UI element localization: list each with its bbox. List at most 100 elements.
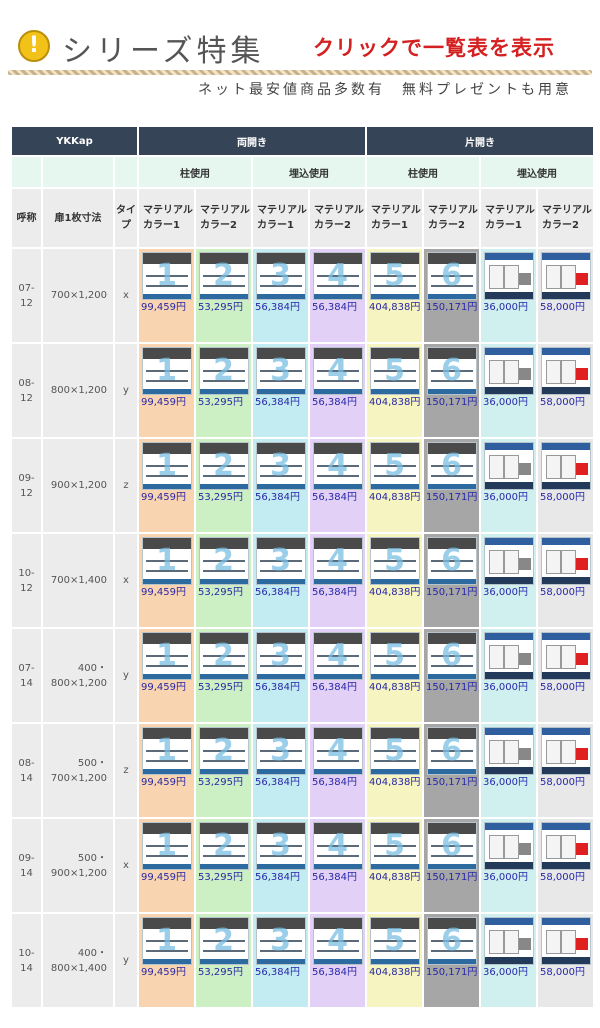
- product-thumbnail[interactable]: 6: [426, 252, 477, 300]
- product-thumbnail[interactable]: 1: [141, 727, 192, 775]
- gate-panel-icon: [545, 455, 561, 479]
- thumb-header-band: [541, 538, 590, 545]
- product-thumbnail[interactable]: 5: [369, 822, 420, 870]
- price-label: 404,838円: [369, 587, 421, 598]
- gate-thumbnail[interactable]: [483, 822, 534, 870]
- product-thumbnail[interactable]: 4: [312, 727, 363, 775]
- product-thumbnail[interactable]: 3: [255, 347, 306, 395]
- thumb-line: [316, 570, 359, 572]
- gate-thumbnail[interactable]: [483, 632, 534, 680]
- product-thumbnail[interactable]: 5: [369, 537, 420, 585]
- thumb-line: [373, 760, 416, 762]
- product-thumbnail[interactable]: 6: [426, 632, 477, 680]
- product-thumbnail[interactable]: 4: [312, 252, 363, 300]
- thumb-line: [316, 285, 359, 287]
- product-thumbnail[interactable]: 5: [369, 442, 420, 490]
- product-thumbnail[interactable]: 1: [141, 442, 192, 490]
- product-thumbnail[interactable]: 5: [369, 917, 420, 965]
- thumb-header-band: [541, 728, 590, 735]
- sub-pillar-header: 柱使用: [367, 157, 480, 187]
- product-thumbnail[interactable]: 6: [426, 917, 477, 965]
- product-thumbnail[interactable]: 6: [426, 442, 477, 490]
- row-code: 10-14: [12, 914, 41, 1007]
- product-thumbnail[interactable]: 5: [369, 252, 420, 300]
- product-thumbnail[interactable]: 2: [198, 632, 249, 680]
- product-cell: 2 53,295円: [196, 344, 252, 437]
- gate-thumbnail[interactable]: [483, 442, 534, 490]
- color-column-header: マテリアルカラー2: [310, 189, 366, 247]
- thumb-header-band: [199, 348, 248, 359]
- thumb-header-band: [427, 538, 476, 549]
- price-label: 58,000円: [540, 967, 586, 978]
- product-thumbnail[interactable]: 3: [255, 822, 306, 870]
- thumb-line: [202, 380, 245, 382]
- product-cell: 4 56,384円: [310, 249, 366, 342]
- price-label: 58,000円: [540, 492, 586, 503]
- thumb-footer-band: [313, 579, 362, 584]
- gate-thumbnail[interactable]: [540, 252, 591, 300]
- thumb-header-band: [199, 633, 248, 644]
- product-thumbnail[interactable]: 1: [141, 822, 192, 870]
- product-thumbnail[interactable]: 2: [198, 727, 249, 775]
- gate-thumbnail[interactable]: [483, 917, 534, 965]
- thumb-number: 1: [156, 638, 177, 673]
- product-thumbnail[interactable]: 1: [141, 917, 192, 965]
- product-thumbnail[interactable]: 3: [255, 252, 306, 300]
- product-thumbnail[interactable]: 3: [255, 917, 306, 965]
- product-thumbnail[interactable]: 1: [141, 252, 192, 300]
- thumb-line: [259, 750, 302, 752]
- gate-thumbnail[interactable]: [540, 822, 591, 870]
- thumb-footer-band: [541, 387, 590, 394]
- product-thumbnail[interactable]: 2: [198, 917, 249, 965]
- thumb-line: [202, 665, 245, 667]
- product-thumbnail[interactable]: 1: [141, 537, 192, 585]
- gate-thumbnail[interactable]: [540, 537, 591, 585]
- row-size: 700×1,200: [43, 249, 113, 342]
- product-thumbnail[interactable]: 4: [312, 347, 363, 395]
- gate-thumbnail[interactable]: [483, 537, 534, 585]
- thumb-header-band: [541, 918, 590, 925]
- gate-thumbnail[interactable]: [540, 917, 591, 965]
- product-thumbnail[interactable]: 6: [426, 727, 477, 775]
- product-thumbnail[interactable]: 4: [312, 632, 363, 680]
- product-thumbnail[interactable]: 2: [198, 347, 249, 395]
- product-thumbnail[interactable]: 4: [312, 537, 363, 585]
- product-thumbnail[interactable]: 6: [426, 347, 477, 395]
- product-thumbnail[interactable]: 6: [426, 822, 477, 870]
- product-thumbnail[interactable]: 4: [312, 442, 363, 490]
- gate-thumbnail[interactable]: [483, 252, 534, 300]
- product-thumbnail[interactable]: 5: [369, 632, 420, 680]
- product-thumbnail[interactable]: 1: [141, 632, 192, 680]
- gate-thumbnail[interactable]: [483, 347, 534, 395]
- product-thumbnail[interactable]: 2: [198, 822, 249, 870]
- code-column-header: 呼称: [12, 189, 41, 247]
- product-thumbnail[interactable]: 1: [141, 347, 192, 395]
- thumb-footer-band: [370, 294, 419, 299]
- gate-thumbnail[interactable]: [483, 727, 534, 775]
- gate-thumbnail[interactable]: [540, 347, 591, 395]
- gate-thumbnail[interactable]: [540, 442, 591, 490]
- product-thumbnail[interactable]: 3: [255, 727, 306, 775]
- thumb-number: 5: [384, 543, 405, 578]
- thumb-footer-band: [142, 674, 191, 679]
- product-thumbnail[interactable]: 3: [255, 632, 306, 680]
- product-thumbnail[interactable]: 3: [255, 537, 306, 585]
- product-thumbnail[interactable]: 2: [198, 442, 249, 490]
- gate-thumbnail[interactable]: [540, 727, 591, 775]
- product-thumbnail[interactable]: 2: [198, 252, 249, 300]
- product-thumbnail[interactable]: 4: [312, 822, 363, 870]
- product-thumbnail[interactable]: 6: [426, 537, 477, 585]
- thumb-line: [259, 560, 302, 562]
- price-label: 58,000円: [540, 302, 586, 313]
- product-thumbnail[interactable]: 5: [369, 347, 420, 395]
- product-thumbnail[interactable]: 3: [255, 442, 306, 490]
- show-list-link[interactable]: クリックで一覧表を表示: [313, 36, 555, 60]
- price-label: 99,459円: [141, 397, 187, 408]
- product-thumbnail[interactable]: 5: [369, 727, 420, 775]
- product-thumbnail[interactable]: 4: [312, 917, 363, 965]
- product-cell: 4 56,384円: [310, 534, 366, 627]
- price-label: 36,000円: [483, 872, 529, 883]
- thumb-footer-band: [541, 767, 590, 774]
- product-thumbnail[interactable]: 2: [198, 537, 249, 585]
- gate-thumbnail[interactable]: [540, 632, 591, 680]
